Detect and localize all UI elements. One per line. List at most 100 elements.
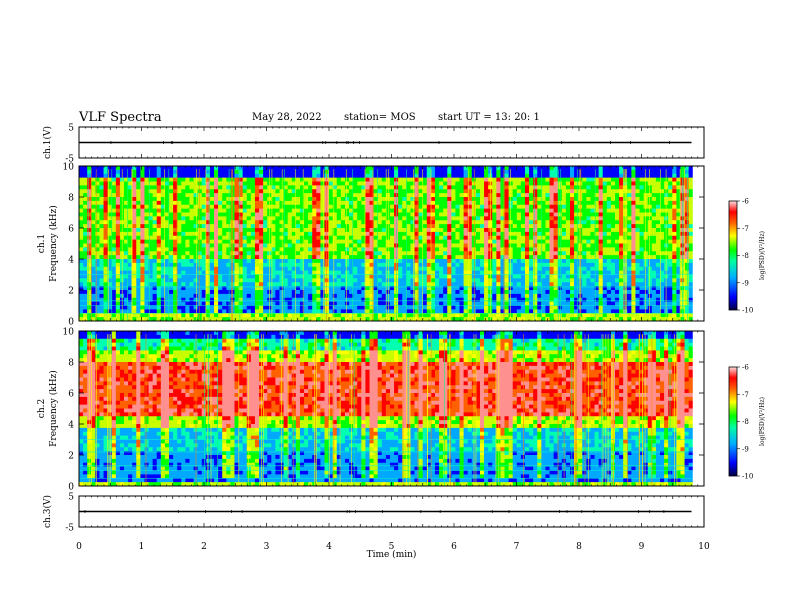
spectrogram-cell-1 [541, 169, 546, 175]
spectrogram-cell-1 [295, 177, 301, 182]
spectrogram-cell-1 [414, 274, 420, 279]
spectrogram-cell-1 [426, 297, 432, 303]
spectrogram-cell-1 [156, 259, 162, 264]
spectrogram-cell-1 [328, 274, 334, 279]
spectrogram-cell-1 [385, 224, 391, 229]
spectrogram-cell-1 [160, 297, 166, 303]
spectrogram-cell-1 [402, 305, 407, 310]
spectrogram-cell-1 [414, 301, 420, 306]
spectrogram-cell-1 [565, 173, 571, 179]
spectrogram-cell-1 [455, 282, 460, 287]
spectrogram-cell-1 [156, 181, 162, 186]
spectrogram-cell-1 [484, 169, 489, 175]
spectrogram-cell-1 [295, 169, 301, 175]
spectrogram-cell-1 [553, 197, 559, 202]
spectrogram-cell-1 [234, 266, 239, 272]
spectrogram-cell-1 [218, 220, 223, 225]
spectrogram-cell-1 [430, 212, 436, 217]
spectrogram-cell-1 [533, 208, 538, 213]
spectrogram-cell-1 [132, 255, 137, 260]
spectrogram-cell-1 [83, 200, 88, 206]
spectrogram-cell-1 [504, 286, 510, 291]
spectrogram-cell-1 [406, 293, 411, 299]
spectrogram-cell-1 [385, 317, 391, 322]
spectrogram-cell-1 [263, 301, 268, 306]
spectrogram-cell-1 [222, 173, 227, 179]
spectrogram-cell-1 [79, 173, 84, 179]
spectrogram-cell-1 [455, 224, 460, 229]
spectrogram-cell-1 [140, 317, 145, 322]
spectrogram-cell-1 [512, 243, 518, 248]
spectrogram-cell-1 [316, 293, 321, 299]
spectrogram-cell-1 [451, 185, 456, 190]
spectrogram-cell-1 [373, 255, 379, 260]
spectrogram-cell-1 [353, 200, 358, 206]
spectrogram-cell-1 [512, 247, 518, 252]
spectrogram-cell-1 [111, 193, 117, 198]
spectrogram-cell-1 [218, 251, 223, 256]
spectrogram-cell-1 [553, 305, 559, 310]
spectrogram-cell-1 [279, 297, 284, 303]
spectrogram-cell-1 [565, 251, 571, 256]
spectrogram-cell-1 [238, 235, 244, 241]
spectrogram-cell-1 [451, 166, 456, 171]
spectrogram-cell-1 [508, 239, 514, 244]
spectrogram-cell-1 [164, 181, 170, 186]
spectrogram-cell-1 [418, 239, 424, 244]
spectrogram-cell-1 [529, 255, 534, 260]
spectrogram-cell-1 [79, 239, 84, 244]
spectrogram-cell-1 [308, 239, 313, 244]
spectrogram-cell-1 [500, 293, 505, 299]
spectrogram-cell-1 [234, 313, 239, 318]
spectrogram-cell-1 [111, 251, 117, 256]
spectrogram-cell-1 [189, 262, 194, 268]
spectrogram-cell-1 [422, 305, 428, 310]
spectrogram-cell-1 [287, 216, 293, 221]
spectrogram-cell-1 [344, 247, 350, 252]
spectrogram-cell-1 [246, 212, 252, 217]
spectrogram-cell-1 [520, 293, 526, 299]
spectrogram-cell-1 [169, 204, 174, 210]
spectrogram-cell-1 [185, 243, 190, 248]
spectrogram-cell-1 [455, 259, 460, 264]
spectrogram-cell-1 [189, 282, 194, 287]
spectrogram-cell-1 [377, 181, 383, 186]
spectrogram-cell-1 [87, 255, 92, 260]
spectrogram-cell-1 [144, 216, 149, 221]
spectrogram-cell-1 [226, 259, 231, 264]
spectrogram-cell-1 [242, 301, 248, 306]
spectrogram-cell-1 [426, 169, 432, 175]
spectrogram-cell-1 [406, 262, 411, 268]
spectrogram-cell-1 [570, 224, 575, 229]
spectrogram-cell-1 [246, 208, 252, 213]
spectrogram-cell-1 [414, 204, 420, 210]
spectrogram-cell-1 [467, 255, 473, 260]
spectrogram-cell-1 [545, 313, 550, 318]
spectrogram-cell-1 [381, 204, 387, 210]
spectrogram-cell-1 [152, 204, 158, 210]
spectrogram-cell-1 [582, 181, 587, 186]
spectrogram-cell-1 [128, 313, 133, 318]
spectrogram-cell-1 [398, 286, 403, 291]
spectrogram-cell-1 [381, 166, 387, 171]
spectrogram-cell-1 [541, 293, 546, 299]
spectrogram-cell-1 [520, 274, 526, 279]
spectrogram-cell-1 [283, 208, 289, 213]
spectrogram-cell-1 [553, 270, 559, 275]
spectrogram-cell-1 [447, 169, 452, 175]
spectrogram-cell-1 [570, 305, 575, 310]
spectrogram-cell-1 [173, 173, 178, 179]
spectrogram-cell-1 [201, 208, 207, 213]
spectrogram-cell-1 [549, 301, 555, 306]
spectrogram-cell-1 [508, 189, 514, 194]
spectrogram-cell-1 [234, 255, 239, 260]
spectrogram-cell-1 [152, 193, 158, 198]
spectrogram-cell-1 [214, 177, 219, 182]
spectrogram-cell-1 [83, 262, 88, 268]
spectrogram-cell-1 [160, 212, 166, 217]
spectrogram-cell-1 [242, 286, 248, 291]
spectrogram-cell-1 [201, 228, 207, 233]
spectrogram-cell-1 [181, 177, 186, 182]
spectrogram-cell-1 [246, 185, 252, 190]
spectrogram-cell-1 [406, 270, 411, 275]
